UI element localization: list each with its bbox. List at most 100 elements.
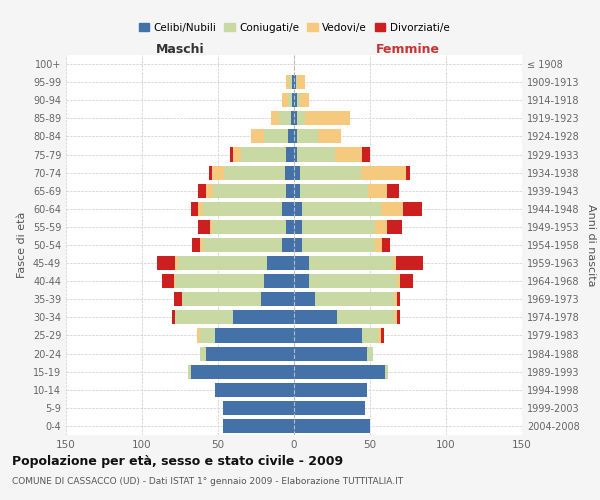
Bar — [294, 274, 309, 288]
Bar — [223, 401, 294, 415]
Bar — [214, 220, 286, 234]
Bar — [297, 130, 319, 143]
Bar — [233, 148, 241, 162]
Bar — [198, 184, 206, 198]
Bar — [192, 238, 200, 252]
Bar — [305, 112, 350, 126]
Bar — [361, 166, 406, 179]
Bar — [209, 166, 212, 179]
Bar — [367, 346, 373, 360]
Bar — [266, 256, 294, 270]
Bar — [271, 112, 279, 126]
Bar — [294, 130, 297, 143]
Bar — [211, 220, 214, 234]
Bar — [200, 346, 206, 360]
Bar — [286, 75, 289, 89]
Bar — [203, 202, 282, 216]
Bar — [214, 184, 286, 198]
Bar — [380, 328, 383, 342]
Bar — [223, 419, 294, 433]
Bar — [387, 184, 399, 198]
Bar — [294, 292, 315, 306]
Bar — [288, 130, 294, 143]
Bar — [198, 202, 203, 216]
Bar — [309, 274, 397, 288]
Bar — [397, 292, 400, 306]
Bar — [203, 238, 282, 252]
Bar — [292, 93, 294, 108]
Bar — [297, 75, 305, 89]
Bar — [380, 202, 403, 216]
Y-axis label: Fasce di età: Fasce di età — [17, 212, 27, 278]
Bar — [251, 130, 263, 143]
Bar — [175, 310, 233, 324]
Text: Popolazione per età, sesso e stato civile - 2009: Popolazione per età, sesso e stato civil… — [12, 455, 343, 468]
Bar — [382, 238, 390, 252]
Bar — [282, 93, 288, 108]
Bar — [206, 346, 294, 360]
Bar — [288, 93, 292, 108]
Bar — [212, 166, 224, 179]
Bar — [191, 364, 294, 378]
Bar — [362, 148, 370, 162]
Bar — [292, 75, 294, 89]
Bar — [263, 130, 288, 143]
Bar — [394, 292, 397, 306]
Bar — [175, 256, 178, 270]
Text: Femmine: Femmine — [376, 43, 440, 56]
Text: COMUNE DI CASSACCO (UD) - Dati ISTAT 1° gennaio 2009 - Elaborazione TUTTITALIA.I: COMUNE DI CASSACCO (UD) - Dati ISTAT 1° … — [12, 478, 403, 486]
Bar — [294, 220, 302, 234]
Bar — [215, 328, 294, 342]
Bar — [319, 130, 341, 143]
Bar — [294, 112, 297, 126]
Bar — [385, 364, 388, 378]
Y-axis label: Anni di nascita: Anni di nascita — [586, 204, 596, 286]
Bar — [302, 238, 374, 252]
Bar — [337, 310, 394, 324]
Bar — [294, 75, 296, 89]
Bar — [302, 220, 374, 234]
Bar — [397, 310, 400, 324]
Bar — [241, 148, 286, 162]
Bar — [294, 166, 300, 179]
Bar — [200, 238, 203, 252]
Bar — [197, 328, 200, 342]
Bar — [233, 310, 294, 324]
Bar — [335, 148, 362, 162]
Bar — [279, 112, 291, 126]
Bar — [260, 292, 294, 306]
Bar — [300, 93, 309, 108]
Bar — [282, 202, 294, 216]
Bar — [178, 256, 266, 270]
Bar — [309, 256, 393, 270]
Bar — [224, 166, 285, 179]
Bar — [393, 256, 396, 270]
Bar — [162, 274, 174, 288]
Bar — [285, 166, 294, 179]
Bar — [174, 274, 175, 288]
Legend: Celibi/Nubili, Coniugati/e, Vedovi/e, Divorziati/e: Celibi/Nubili, Coniugati/e, Vedovi/e, Di… — [134, 18, 454, 36]
Bar — [206, 184, 214, 198]
Bar — [300, 184, 368, 198]
Bar — [406, 166, 410, 179]
Bar — [374, 220, 387, 234]
Bar — [377, 328, 380, 342]
Bar — [315, 292, 394, 306]
Bar — [174, 292, 182, 306]
Bar — [302, 202, 380, 216]
Bar — [200, 328, 215, 342]
Bar — [297, 148, 335, 162]
Bar — [362, 328, 377, 342]
Bar — [294, 148, 297, 162]
Bar — [294, 382, 367, 397]
Bar — [368, 184, 387, 198]
Bar — [294, 93, 297, 108]
Bar — [297, 93, 300, 108]
Bar — [230, 148, 233, 162]
Bar — [294, 364, 385, 378]
Bar — [188, 364, 191, 378]
Bar — [294, 401, 365, 415]
Bar — [294, 328, 362, 342]
Bar — [291, 112, 294, 126]
Bar — [294, 419, 370, 433]
